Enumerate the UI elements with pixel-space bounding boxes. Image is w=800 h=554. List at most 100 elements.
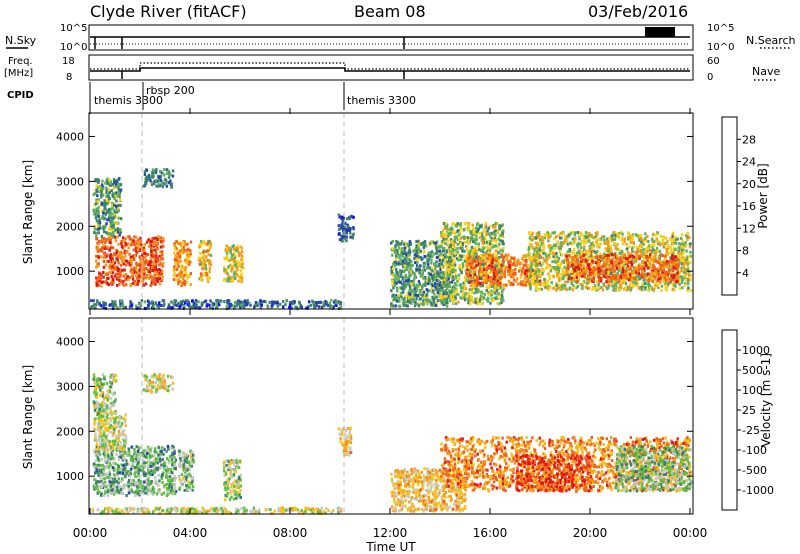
data-cell: [572, 284, 575, 288]
data-cell: [666, 244, 669, 247]
data-cell: [585, 281, 589, 285]
data-cell: [516, 258, 520, 262]
data-cell: [180, 265, 184, 269]
data-cell: [483, 227, 486, 231]
data-cell: [501, 267, 504, 271]
data-cell: [608, 272, 611, 276]
data-cell: [227, 258, 230, 262]
data-cell: [530, 258, 533, 262]
data-cell: [434, 285, 437, 289]
data-cell: [538, 245, 542, 249]
data-cell: [641, 238, 645, 242]
data-cell: [680, 281, 684, 285]
data-cell: [642, 247, 645, 251]
data-cell: [535, 232, 539, 236]
data-cell: [444, 262, 447, 266]
data-cell: [489, 301, 492, 305]
data-cell: [409, 273, 412, 277]
data-cell: [128, 237, 132, 241]
data-cell: [128, 235, 131, 239]
data-cell: [441, 228, 445, 232]
data-cell: [144, 260, 147, 264]
data-cell: [680, 258, 683, 262]
data-cell: [433, 282, 437, 285]
data-cell: [106, 232, 109, 236]
data-cell: [402, 265, 405, 269]
data-cell: [543, 278, 546, 282]
data-cell: [625, 247, 629, 251]
data-cell: [159, 245, 163, 249]
data-cell: [491, 239, 494, 242]
data-cell: [433, 266, 437, 270]
data-cell: [445, 264, 449, 268]
data-cell: [436, 279, 439, 283]
data-cell: [534, 258, 537, 262]
data-cell: [435, 246, 438, 250]
data-cell: [506, 254, 509, 258]
data-cell: [576, 285, 579, 288]
data-cell: [352, 215, 355, 219]
data-cell: [209, 243, 213, 247]
data-cell: [535, 246, 539, 250]
data-cell: [132, 266, 136, 270]
data-cell: [493, 290, 496, 294]
data-cell: [516, 277, 519, 281]
data-cell: [446, 228, 449, 231]
data-cell: [438, 245, 441, 249]
data-cell: [432, 292, 436, 296]
data-cell: [147, 176, 150, 180]
data-cell: [110, 189, 113, 193]
data-cell: [109, 232, 113, 236]
data-cell: [579, 283, 582, 286]
data-cell: [629, 288, 632, 292]
data-cell: [398, 242, 401, 246]
data-cell: [450, 295, 453, 298]
data-cell: [98, 186, 101, 190]
data-cell: [449, 231, 452, 235]
data-cell: [559, 246, 562, 250]
data-cell: [417, 304, 421, 308]
data-cell: [532, 276, 535, 280]
data-cell: [403, 297, 406, 301]
data-cell: [559, 243, 562, 247]
data-cell: [397, 277, 400, 281]
data-cell: [395, 240, 398, 243]
data-cell: [200, 242, 203, 246]
data-cell: [111, 246, 115, 250]
data-cell: [632, 284, 635, 288]
data-cell: [646, 235, 649, 238]
data-cell: [443, 278, 447, 282]
data-cell: [428, 256, 431, 260]
data-cell: [225, 251, 229, 255]
data-cell: [688, 273, 691, 277]
data-cell: [482, 237, 485, 241]
data-cell: [595, 280, 599, 284]
data-cell: [555, 271, 559, 275]
data-cell: [171, 174, 175, 178]
data-cell: [115, 250, 118, 254]
data-cell: [197, 258, 201, 262]
data-cell: [138, 276, 141, 279]
data-cell: [588, 237, 591, 241]
data-cell: [97, 206, 100, 210]
data-cell: [102, 211, 105, 215]
data-cell: [122, 306, 126, 310]
data-cell: [477, 255, 480, 259]
data-cell: [347, 227, 351, 231]
data-cell: [503, 269, 506, 273]
data-cell: [593, 284, 597, 288]
data-cell: [647, 283, 650, 287]
data-cell: [121, 301, 124, 305]
data-cell: [475, 284, 479, 288]
data-cell: [444, 252, 447, 256]
data-cell: [480, 223, 483, 227]
data-cell: [532, 262, 535, 266]
data-cell: [445, 286, 449, 290]
data-cell: [610, 280, 613, 284]
data-cell: [199, 251, 202, 255]
data-cell: [234, 263, 237, 267]
data-cell: [687, 282, 690, 286]
data-cell: [689, 278, 692, 282]
data-cell: [588, 233, 592, 237]
data-cell: [153, 179, 156, 183]
